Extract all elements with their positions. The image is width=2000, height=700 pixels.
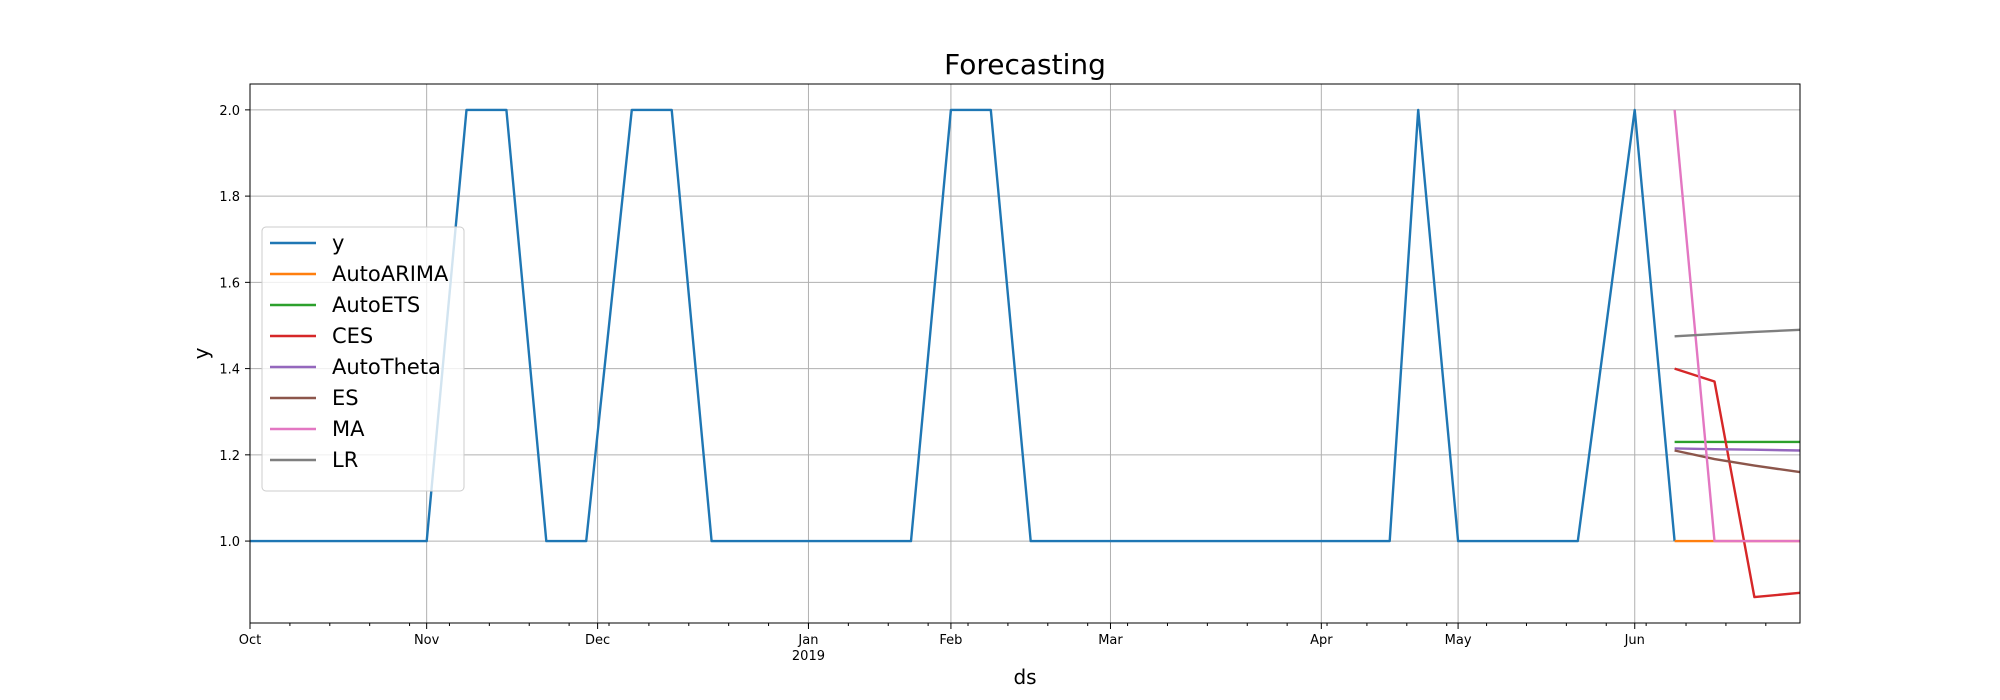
legend-label: MA (332, 417, 365, 441)
x-tick-label: Mar (1098, 633, 1123, 648)
y-axis-title: y (189, 347, 213, 359)
y-tick-label: 1.8 (219, 190, 240, 205)
series-line-es (1674, 449, 1801, 474)
legend-label: ES (332, 386, 359, 410)
legend: y AutoARIMA AutoETS CES AutoTheta ES MA LR (261, 226, 465, 492)
series-line-ces (1674, 367, 1801, 599)
series-line-ma (1673, 109, 1800, 543)
series-line-autotheta (1674, 447, 1801, 452)
x-tick-label: May (1445, 633, 1472, 648)
x-tick-sublabel: 2019 (792, 649, 825, 664)
x-tick-label: Jun (1624, 633, 1645, 648)
x-tick-label: Oct (239, 633, 261, 648)
series-line-lr (1674, 328, 1801, 338)
legend-label: CES (332, 324, 373, 348)
y-tick-label: 1.4 (219, 363, 240, 378)
x-axis-title: ds (1013, 665, 1036, 689)
x-tick-label: Jan (797, 633, 818, 648)
legend-label: AutoTheta (332, 355, 441, 379)
chart-title: Forecasting (944, 48, 1106, 81)
series-lines (250, 108, 1801, 599)
y-tick-label: 2.0 (219, 104, 240, 119)
legend-label: LR (332, 448, 358, 472)
x-tick-label: Feb (939, 633, 962, 648)
legend-label: AutoARIMA (332, 262, 449, 286)
x-tick-label: Apr (1310, 633, 1333, 648)
legend-box (261, 226, 465, 492)
y-tick-label: 1.0 (219, 535, 240, 550)
x-tick-label: Nov (414, 633, 440, 648)
series-line-y (250, 108, 1676, 543)
y-tick-label: 1.6 (219, 276, 240, 291)
legend-label: AutoETS (332, 293, 420, 317)
plot-frame (249, 83, 1801, 624)
x-tick-label: Dec (585, 633, 610, 648)
y-tick-label: 1.2 (219, 449, 240, 464)
legend-label: y (332, 231, 344, 255)
